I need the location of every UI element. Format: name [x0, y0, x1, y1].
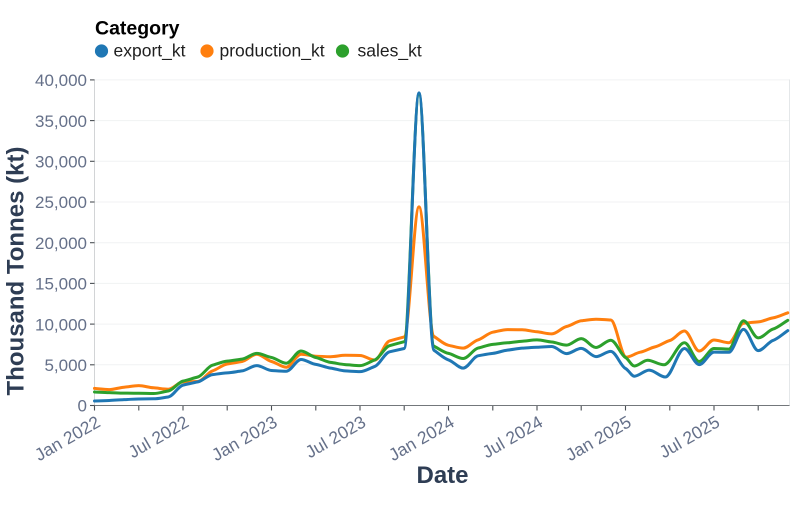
svg-text:sales_kt: sales_kt	[358, 41, 422, 62]
svg-text:25,000: 25,000	[35, 193, 87, 212]
svg-text:0: 0	[78, 397, 87, 416]
svg-text:30,000: 30,000	[35, 153, 87, 172]
svg-text:Thousand Tonnes (kt): Thousand Tonnes (kt)	[3, 147, 30, 396]
svg-text:Category: Category	[95, 18, 180, 40]
svg-text:production_kt: production_kt	[220, 41, 325, 62]
svg-text:5,000: 5,000	[44, 356, 87, 375]
svg-text:40,000: 40,000	[35, 71, 87, 90]
svg-text:Date: Date	[416, 462, 468, 489]
svg-text:10,000: 10,000	[35, 315, 87, 334]
svg-text:export_kt: export_kt	[114, 41, 186, 62]
svg-text:20,000: 20,000	[35, 234, 87, 253]
svg-text:35,000: 35,000	[35, 112, 87, 131]
svg-text:15,000: 15,000	[35, 275, 87, 294]
